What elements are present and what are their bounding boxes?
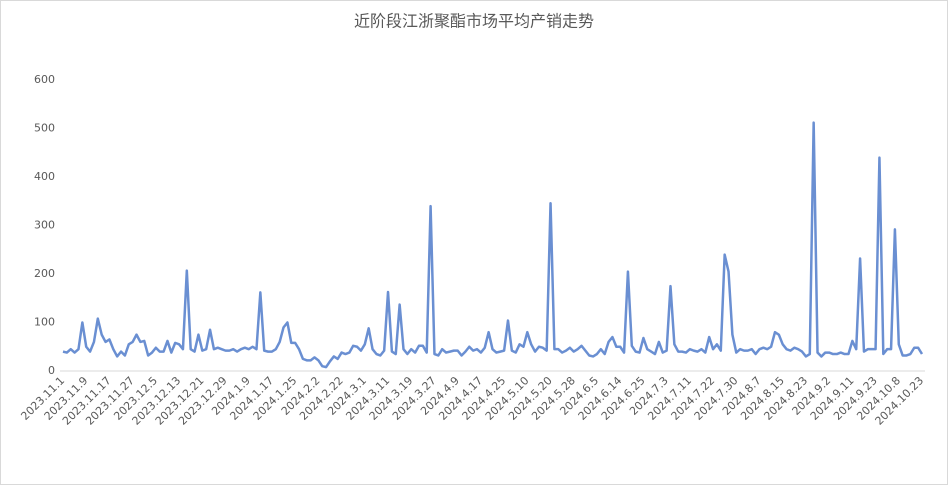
chart-title: 近阶段江浙聚酯市场平均产销走势 [354, 12, 594, 31]
y-tick-label: 100 [34, 316, 55, 329]
y-tick-label: 0 [48, 364, 55, 377]
y-tick-label: 400 [34, 170, 55, 183]
y-tick-label: 200 [34, 267, 55, 280]
series-line [62, 121, 924, 369]
y-tick-label: 500 [34, 122, 55, 135]
y-tick-label: 300 [34, 219, 55, 232]
y-tick-label: 600 [34, 73, 55, 86]
